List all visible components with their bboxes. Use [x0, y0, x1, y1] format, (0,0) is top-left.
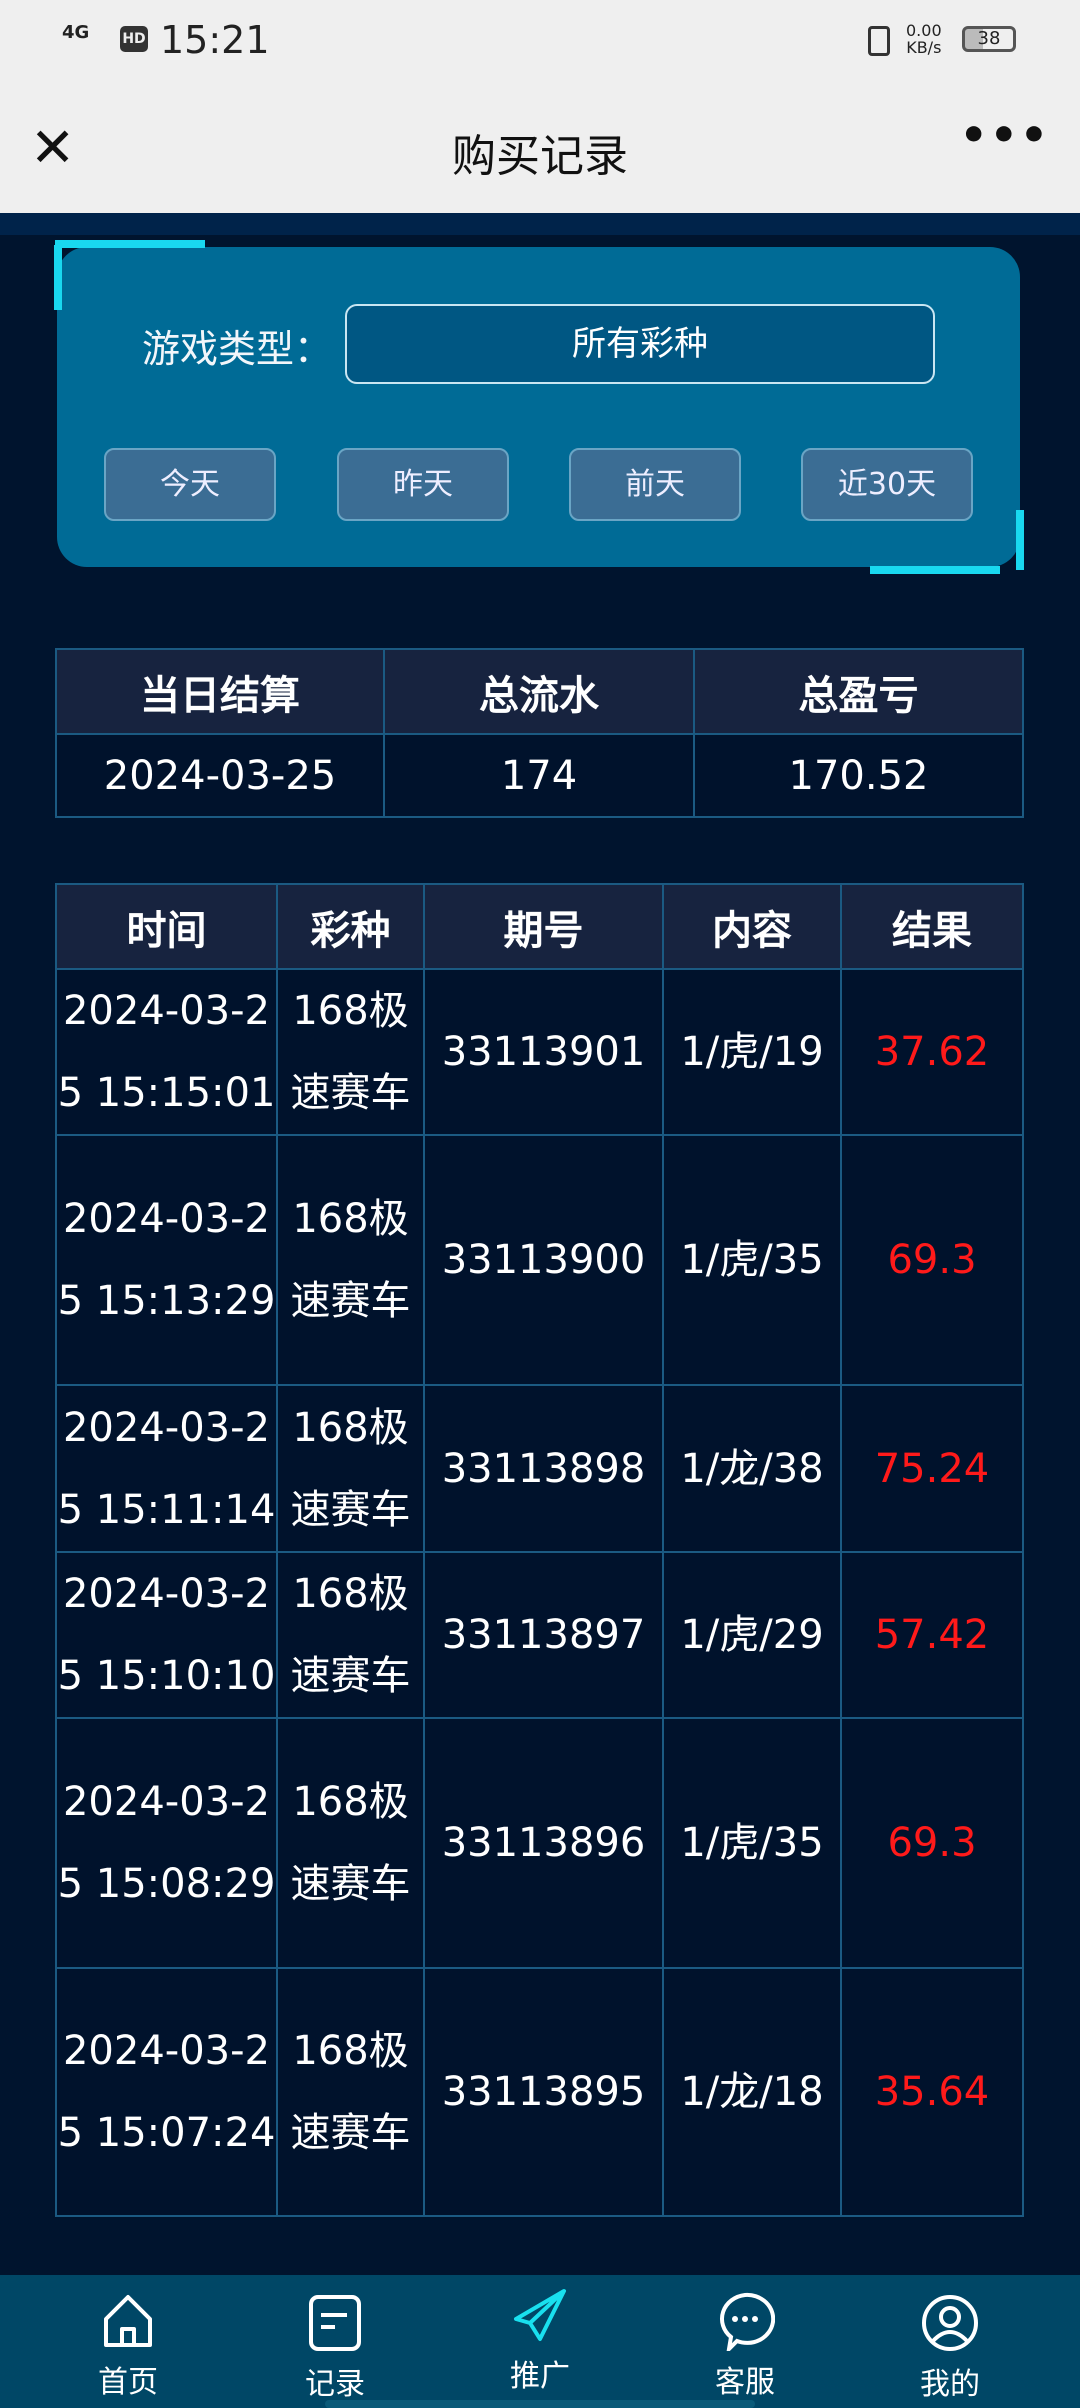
chat-icon: [720, 2292, 775, 2351]
record-time: 2024-03-25 15:10:10: [55, 1551, 278, 1719]
document-icon: [309, 2295, 361, 2351]
close-icon[interactable]: ✕: [30, 116, 76, 179]
record-time: 2024-03-25 15:08:29: [55, 1717, 278, 1969]
bet-content: 1/虎/29: [662, 1551, 842, 1719]
last-30-days-button[interactable]: 近30天: [801, 448, 973, 521]
issue-number: 33113900: [423, 1134, 664, 1386]
result-amount: 69.3: [840, 1717, 1024, 1969]
issue-number: 33113897: [423, 1551, 664, 1719]
hd-icon: HD: [120, 26, 148, 52]
bottom-nav: 首页 记录 推广 客服 我的: [0, 2275, 1080, 2408]
total-turnover: 174: [383, 733, 695, 818]
corner-decoration: [55, 240, 205, 248]
issue-number: 33113898: [423, 1384, 664, 1553]
lottery-type: 168极速赛车: [276, 1384, 425, 1553]
vibrate-icon: [868, 26, 890, 56]
result-amount: 57.42: [840, 1551, 1024, 1719]
status-bar: 4G HD 15:21 0.00 KB/s 38: [0, 0, 1080, 90]
corner-decoration: [870, 566, 1000, 574]
lottery-type: 168极速赛车: [276, 968, 425, 1136]
bet-content: 1/虎/35: [662, 1134, 842, 1386]
table-row: 2024-03-25 15:11:14 168极速赛车 33113898 1/龙/38…: [55, 1384, 1024, 1553]
nav-promote[interactable]: 推广: [470, 2285, 610, 2395]
table-row: 2024-03-25 15:15:01 168极速赛车 33113901 1/虎/19…: [55, 968, 1024, 1136]
user-icon: [922, 2295, 978, 2351]
nav-home[interactable]: 首页: [58, 2291, 198, 2401]
page-title: 购买记录: [452, 131, 628, 182]
result-amount: 35.64: [840, 1967, 1024, 2217]
lottery-type: 168极速赛车: [276, 1717, 425, 1969]
game-type-select[interactable]: 所有彩种: [345, 304, 935, 384]
column-header: 期号: [423, 883, 664, 970]
more-icon[interactable]: •••: [959, 110, 1050, 161]
table-row: 2024-03-25 15:08:29 168极速赛车 33113896 1/虎/35…: [55, 1717, 1024, 1969]
lottery-type: 168极速赛车: [276, 1551, 425, 1719]
lottery-type: 168极速赛车: [276, 1134, 425, 1386]
corner-decoration: [54, 245, 62, 310]
result-amount: 37.62: [840, 968, 1024, 1136]
game-type-label: 游戏类型：: [142, 327, 333, 371]
divider: [0, 213, 1080, 235]
table-row: 2024-03-25 15:13:29 168极速赛车 33113900 1/虎/35…: [55, 1134, 1024, 1386]
signal-icon: 4G: [62, 22, 90, 43]
record-time: 2024-03-25 15:11:14: [55, 1384, 278, 1553]
bet-content: 1/龙/18: [662, 1967, 842, 2217]
issue-number: 33113901: [423, 968, 664, 1136]
paper-plane-icon: [514, 2289, 566, 2341]
bet-content: 1/龙/38: [662, 1384, 842, 1553]
table-row: 2024-03-25 15:07:24 168极速赛车 33113895 1/龙/18…: [55, 1967, 1024, 2217]
title-bar: ✕ 购买记录 •••: [0, 90, 1080, 213]
status-time: 15:21: [160, 18, 270, 62]
issue-number: 33113896: [423, 1717, 664, 1969]
table-row: 2024-03-25 15:10:10 168极速赛车 33113897 1/虎/29…: [55, 1551, 1024, 1719]
result-amount: 75.24: [840, 1384, 1024, 1553]
record-time: 2024-03-25 15:13:29: [55, 1134, 278, 1386]
result-amount: 69.3: [840, 1134, 1024, 1386]
column-header: 当日结算: [55, 648, 385, 735]
corner-decoration: [1016, 510, 1024, 570]
record-time: 2024-03-25 15:15:01: [55, 968, 278, 1136]
settlement-date: 2024-03-25: [55, 733, 385, 818]
bet-content: 1/虎/35: [662, 1717, 842, 1969]
records-table: 时间 彩种 期号 内容 结果 2024-03-25 15:15:01 168极速赛…: [55, 883, 1024, 2217]
bet-content: 1/虎/19: [662, 968, 842, 1136]
lottery-type: 168极速赛车: [276, 1967, 425, 2217]
home-indicator[interactable]: [325, 2400, 755, 2408]
column-header: 内容: [662, 883, 842, 970]
battery-icon: 38: [962, 26, 1016, 52]
home-icon: [104, 2295, 152, 2347]
column-header: 彩种: [276, 883, 425, 970]
day-before-button[interactable]: 前天: [569, 448, 741, 521]
column-header: 总流水: [383, 648, 695, 735]
nav-support[interactable]: 客服: [675, 2291, 815, 2401]
nav-mine[interactable]: 我的: [880, 2293, 1020, 2403]
column-header: 总盈亏: [693, 648, 1024, 735]
record-time: 2024-03-25 15:07:24: [55, 1967, 278, 2217]
issue-number: 33113895: [423, 1967, 664, 2217]
total-profit: 170.52: [693, 733, 1024, 818]
yesterday-button[interactable]: 昨天: [337, 448, 509, 521]
table-row: 2024-03-25 174 170.52: [55, 733, 1024, 818]
column-header: 结果: [840, 883, 1024, 970]
summary-table: 当日结算 总流水 总盈亏 2024-03-25 174 170.52: [55, 648, 1024, 818]
column-header: 时间: [55, 883, 278, 970]
network-speed: 0.00 KB/s: [906, 21, 942, 57]
nav-records[interactable]: 记录: [265, 2293, 405, 2403]
today-button[interactable]: 今天: [104, 448, 276, 521]
